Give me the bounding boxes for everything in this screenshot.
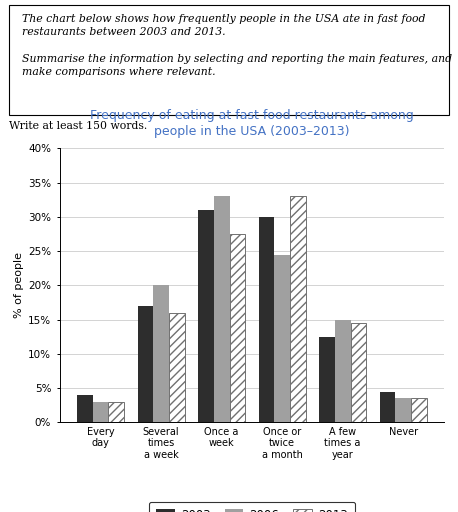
Bar <box>153 286 169 422</box>
Bar <box>198 210 214 422</box>
Text: Write at least 150 words.: Write at least 150 words. <box>9 121 147 131</box>
Y-axis label: % of people: % of people <box>14 252 24 318</box>
Bar <box>411 398 427 422</box>
Bar <box>350 323 366 422</box>
Bar <box>169 313 185 422</box>
Bar <box>319 337 335 422</box>
Bar <box>274 254 290 422</box>
Bar <box>259 217 274 422</box>
Bar <box>290 197 306 422</box>
Bar <box>109 402 124 422</box>
FancyBboxPatch shape <box>9 5 449 115</box>
Bar <box>335 319 350 422</box>
Legend: 2003, 2006, 2013: 2003, 2006, 2013 <box>149 502 355 512</box>
Bar <box>93 402 109 422</box>
Bar <box>380 392 395 422</box>
Bar <box>77 395 93 422</box>
Title: Frequency of eating at fast food restaurants among
people in the USA (2003–2013): Frequency of eating at fast food restaur… <box>90 109 414 138</box>
Bar <box>214 197 229 422</box>
Text: The chart below shows how frequently people in the USA ate in fast food
restaura: The chart below shows how frequently peo… <box>22 14 453 77</box>
Bar <box>229 234 245 422</box>
Bar <box>137 306 153 422</box>
Bar <box>395 398 411 422</box>
